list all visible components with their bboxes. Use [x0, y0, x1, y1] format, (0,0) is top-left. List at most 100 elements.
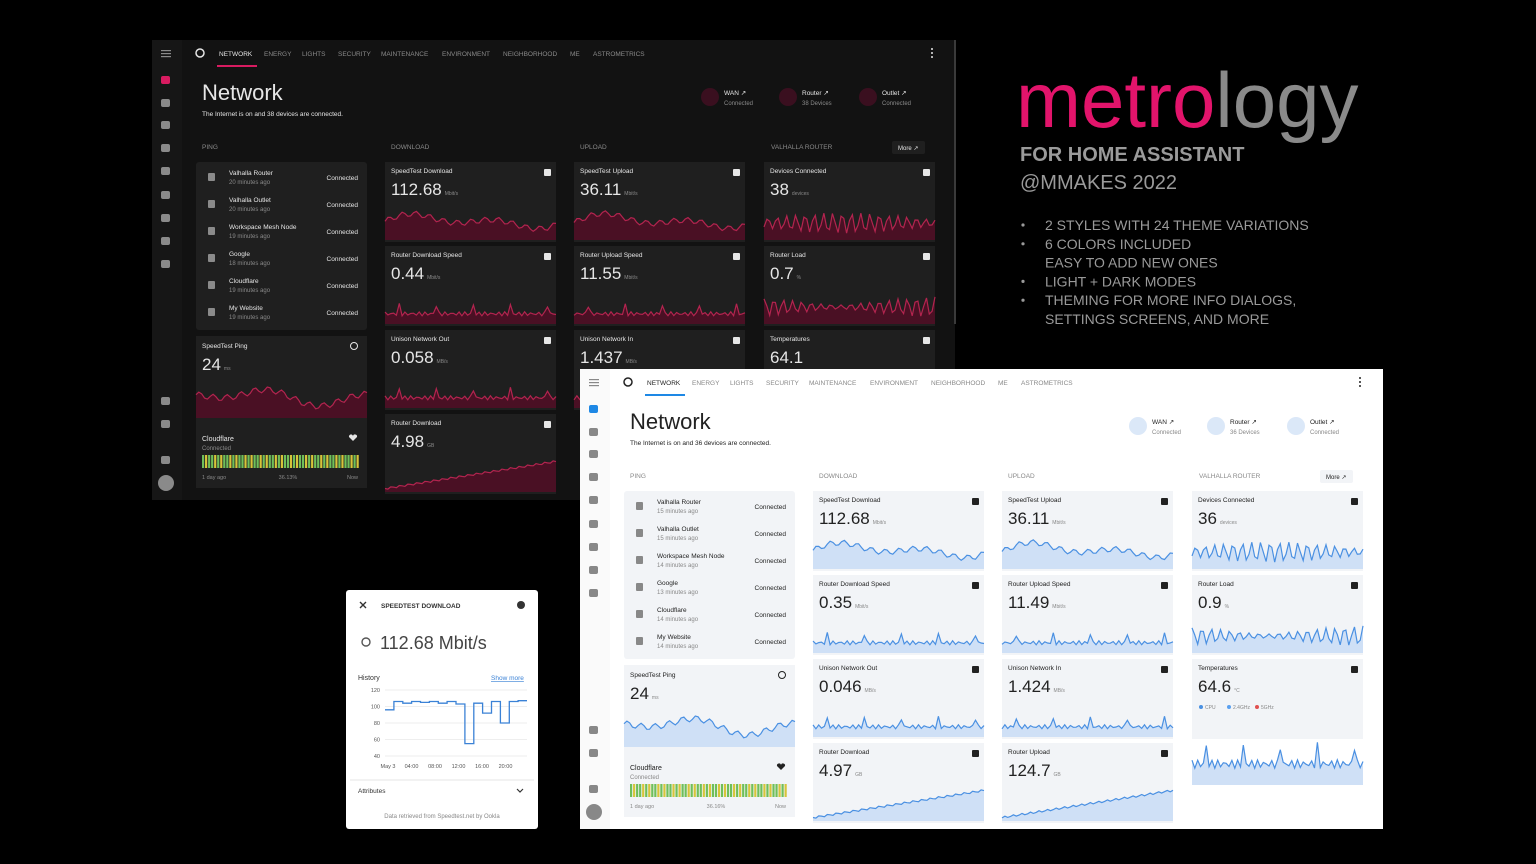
sidebar-icon[interactable]	[589, 749, 598, 757]
settings-button[interactable]	[517, 601, 525, 609]
favorite-icon[interactable]	[776, 763, 786, 770]
nav-tab[interactable]: ENVIRONMENT	[442, 51, 490, 58]
home-icon[interactable]	[623, 377, 633, 387]
menu-icon[interactable]	[161, 50, 171, 52]
card-icon[interactable]	[972, 498, 979, 505]
nav-tab[interactable]: MAINTENANCE	[809, 380, 857, 387]
card-icon[interactable]	[544, 421, 551, 428]
overflow-menu[interactable]	[931, 56, 933, 58]
nav-tab[interactable]: ME	[570, 51, 580, 58]
nav-tab[interactable]: LIGHTS	[302, 51, 326, 58]
card-icon[interactable]	[733, 337, 740, 344]
nav-tab[interactable]: LIGHTS	[730, 380, 754, 387]
nav-tab[interactable]: NEIGHBORHOOD	[503, 51, 557, 58]
sidebar-icon[interactable]	[589, 496, 598, 504]
nav-tab[interactable]: ENERGY	[692, 380, 720, 387]
chip-icon[interactable]	[1129, 417, 1147, 435]
card-icon[interactable]	[972, 582, 979, 589]
menu-icon[interactable]	[589, 385, 599, 387]
sidebar-icon[interactable]	[161, 191, 170, 199]
menu-icon[interactable]	[161, 56, 171, 58]
nav-tab[interactable]: NETWORK	[219, 51, 253, 58]
card-icon[interactable]	[1161, 750, 1168, 757]
sidebar-icon[interactable]	[161, 237, 170, 245]
card-icon[interactable]	[1161, 498, 1168, 505]
expand-chevron[interactable]	[516, 788, 524, 793]
nav-tab[interactable]: ASTROMETRICS	[1021, 380, 1073, 387]
nav-tab[interactable]: SECURITY	[766, 380, 800, 387]
overflow-menu[interactable]	[931, 52, 933, 54]
sidebar-icon[interactable]	[161, 456, 170, 464]
home-icon[interactable]	[195, 48, 205, 58]
uptime-segment	[645, 784, 648, 797]
menu-icon[interactable]	[161, 53, 171, 55]
card-value-number: 0.9	[1198, 593, 1222, 612]
overflow-menu[interactable]	[931, 48, 933, 50]
card-label: Router Upload	[1008, 749, 1050, 756]
device-name: Workspace Mesh Node	[229, 224, 297, 231]
sidebar-icon[interactable]	[161, 397, 170, 405]
card-icon[interactable]	[923, 253, 930, 260]
dialog-footer: Data retrieved from Speedtest.net by Ook…	[384, 814, 500, 820]
card-icon[interactable]	[733, 253, 740, 260]
nav-tab[interactable]: ENVIRONMENT	[870, 380, 918, 387]
sidebar-icon[interactable]	[589, 566, 598, 574]
sidebar-icon[interactable]	[161, 144, 170, 152]
sidebar-icon[interactable]	[161, 76, 170, 84]
sidebar-icon[interactable]	[589, 405, 598, 413]
sidebar-icon[interactable]	[589, 428, 598, 436]
card-icon[interactable]	[778, 671, 786, 679]
menu-icon[interactable]	[589, 379, 599, 381]
sidebar-icon[interactable]	[589, 589, 598, 597]
card-icon[interactable]	[923, 169, 930, 176]
chip-icon[interactable]	[779, 88, 797, 106]
overflow-menu[interactable]	[1359, 381, 1361, 383]
sidebar-icon[interactable]	[589, 543, 598, 551]
chip-icon[interactable]	[1207, 417, 1225, 435]
close-button[interactable]	[359, 601, 367, 609]
chip-icon[interactable]	[701, 88, 719, 106]
nav-tab[interactable]: ENERGY	[264, 51, 292, 58]
overflow-menu[interactable]	[1359, 385, 1361, 387]
sidebar-icon[interactable]	[161, 420, 170, 428]
chip-icon[interactable]	[859, 88, 877, 106]
card-icon[interactable]	[923, 337, 930, 344]
card-icon[interactable]	[972, 750, 979, 757]
more-button[interactable]	[1320, 470, 1353, 483]
sidebar-icon[interactable]	[161, 260, 170, 268]
nav-tab[interactable]: NETWORK	[647, 380, 681, 387]
card-icon[interactable]	[544, 337, 551, 344]
sidebar-icon[interactable]	[589, 473, 598, 481]
sidebar-icon[interactable]	[589, 726, 598, 734]
show-more-link[interactable]: Show more	[491, 675, 524, 682]
menu-icon[interactable]	[589, 382, 599, 384]
card-icon[interactable]	[1351, 666, 1358, 673]
card-icon[interactable]	[1161, 666, 1168, 673]
card-icon[interactable]	[1351, 498, 1358, 505]
card-icon[interactable]	[544, 169, 551, 176]
attributes-label[interactable]: Attributes	[358, 788, 386, 795]
card-icon[interactable]	[544, 253, 551, 260]
sidebar-icon[interactable]	[161, 214, 170, 222]
more-button[interactable]	[892, 141, 925, 154]
card-icon[interactable]	[1161, 582, 1168, 589]
sidebar-icon[interactable]	[589, 520, 598, 528]
nav-tab[interactable]: SECURITY	[338, 51, 372, 58]
sidebar-icon[interactable]	[589, 450, 598, 458]
nav-tab[interactable]: NEIGHBORHOOD	[931, 380, 985, 387]
card-icon[interactable]	[1351, 582, 1358, 589]
uptime-segment	[268, 455, 271, 468]
overflow-menu[interactable]	[1359, 377, 1361, 379]
sidebar-icon[interactable]	[161, 167, 170, 175]
sidebar-icon[interactable]	[161, 121, 170, 129]
chip-icon[interactable]	[1287, 417, 1305, 435]
nav-tab[interactable]: MAINTENANCE	[381, 51, 429, 58]
card-icon[interactable]	[733, 169, 740, 176]
sidebar-icon[interactable]	[589, 785, 598, 793]
nav-tab[interactable]: ME	[998, 380, 1008, 387]
card-icon[interactable]	[972, 666, 979, 673]
sidebar-icon[interactable]	[161, 99, 170, 107]
nav-tab[interactable]: ASTROMETRICS	[593, 51, 645, 58]
card-icon[interactable]	[350, 342, 358, 350]
favorite-icon[interactable]	[348, 434, 358, 441]
